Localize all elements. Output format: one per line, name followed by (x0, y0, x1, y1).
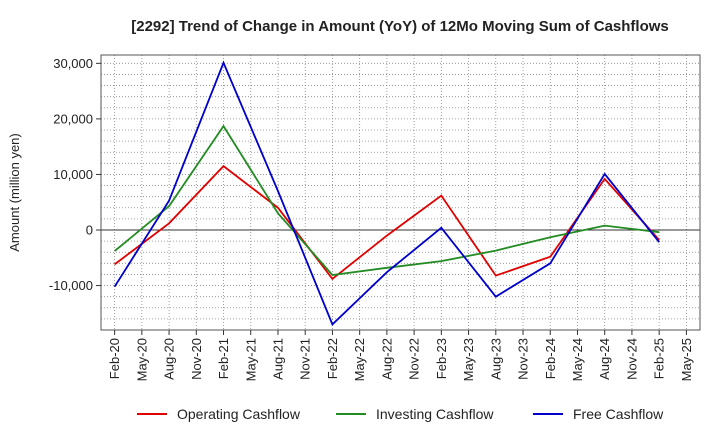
y-axis-ticks: 30,000 20,000 10,000 0 -10,000 (49, 56, 101, 293)
x-tick-label: May-24 (570, 338, 585, 381)
x-tick-label: Nov-23 (516, 338, 531, 380)
x-tick-label: May-23 (461, 338, 476, 381)
x-tick-label: Feb-21 (216, 338, 231, 379)
x-tick-label: May-25 (679, 338, 694, 381)
x-tick-label: May-22 (352, 338, 367, 381)
x-tick-label: Feb-22 (325, 338, 340, 379)
x-axis-ticks: Feb-20 May-20 Aug-20 Nov-20 Feb-21 May-21 Aug-… (107, 330, 694, 381)
x-tick-label: May-21 (243, 338, 258, 381)
x-tick-label: Feb-23 (434, 338, 449, 379)
x-tick-label: Nov-20 (189, 338, 204, 380)
x-tick-label: Feb-20 (107, 338, 122, 379)
plot-frame (100, 54, 701, 331)
gridlines (101, 55, 700, 331)
y-tick-label: 30,000 (53, 56, 93, 71)
series-layer (113, 60, 660, 326)
x-tick-label: May-20 (134, 338, 149, 381)
y-tick-label: 0 (86, 223, 93, 238)
x-tick-label: Feb-25 (652, 338, 667, 379)
x-tick-label: Nov-24 (624, 338, 639, 380)
series-line-free-cashflow (113, 60, 660, 326)
legend-label: Operating Cashflow (177, 406, 301, 422)
y-tick-label: -10,000 (49, 278, 93, 293)
x-tick-label: Aug-23 (488, 338, 503, 380)
series-line-operating-cashflow (114, 164, 660, 281)
legend: Operating Cashflow Investing Cashflow Free… (137, 406, 664, 422)
x-tick-label: Nov-21 (298, 338, 313, 380)
legend-label: Free Cashflow (573, 406, 664, 422)
x-tick-label: Aug-24 (597, 338, 612, 380)
y-tick-label: 10,000 (53, 167, 93, 182)
x-tick-label: Feb-24 (543, 338, 558, 379)
x-tick-label: Nov-22 (407, 338, 422, 380)
legend-label: Investing Cashflow (376, 406, 494, 422)
x-tick-label: Aug-21 (270, 338, 285, 380)
x-tick-label: Aug-22 (379, 338, 394, 380)
x-tick-label: Aug-20 (162, 338, 177, 380)
chart-title: [2292] Trend of Change in Amount (YoY) o… (131, 18, 669, 35)
y-tick-label: 20,000 (53, 111, 93, 126)
y-axis-label: Amount (million yen) (7, 133, 22, 252)
